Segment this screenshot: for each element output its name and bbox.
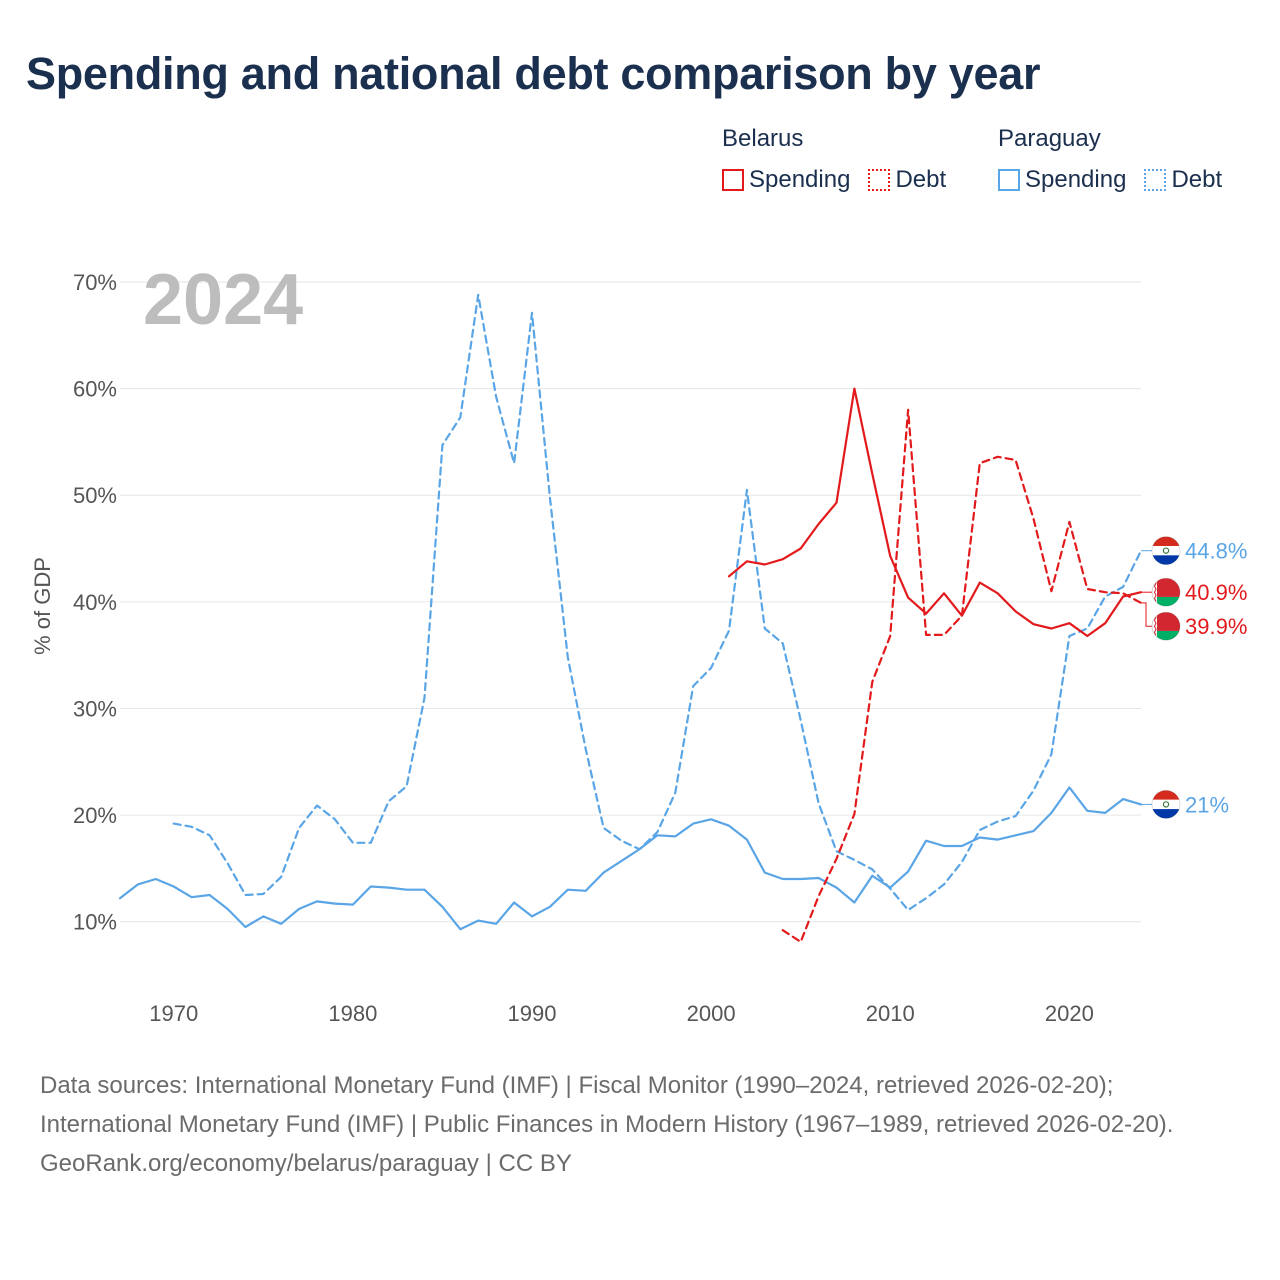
end-label-connector <box>1141 602 1152 627</box>
x-tick-label: 1990 <box>508 1001 557 1026</box>
data-sources: Data sources: International Monetary Fun… <box>40 1072 1174 1138</box>
end-label-paraguay-debt: 44.8% <box>1141 536 1247 566</box>
footer: Data sources: International Monetary Fun… <box>40 1066 1240 1183</box>
y-tick-label: 50% <box>73 483 117 508</box>
x-tick-label: 2020 <box>1045 1001 1094 1026</box>
series-lines <box>118 293 1143 944</box>
y-axis-ticks: 10% 20% 30% 40% 50% 60% 70% <box>73 270 117 935</box>
gridlines <box>120 281 1141 923</box>
x-tick-label: 1980 <box>328 1001 377 1026</box>
legend-belarus-debt[interactable]: Debt <box>868 166 946 194</box>
end-label-paraguay-spending: 21% <box>1141 789 1229 819</box>
y-tick-label: 70% <box>73 270 117 295</box>
series-paraguay-debt[interactable] <box>172 293 1143 912</box>
legend-label: Debt <box>1171 166 1223 193</box>
end-label-value: 44.8% <box>1185 539 1247 564</box>
x-tick-label: 2010 <box>866 1001 915 1026</box>
legend-group-belarus: Belarus Spending Debt <box>722 124 964 194</box>
y-axis-title: % of GDP <box>30 557 55 655</box>
y-tick-label: 60% <box>73 377 117 402</box>
paraguay-flag-icon <box>1151 536 1181 566</box>
end-label-belarus-debt: 39.9% <box>1141 602 1247 641</box>
series-belarus-spending[interactable] <box>727 387 1143 638</box>
series-belarus-debt[interactable] <box>781 408 1143 944</box>
legend-swatch-dotted-icon <box>1144 169 1167 191</box>
legend-group-paraguay: Paraguay Spending Debt <box>998 124 1240 194</box>
x-tick-label: 1970 <box>149 1001 198 1026</box>
legend-label: Spending <box>1025 166 1127 193</box>
x-tick-label: 2000 <box>687 1001 736 1026</box>
y-tick-label: 20% <box>73 803 117 828</box>
legend-country-paraguay: Paraguay <box>998 125 1101 152</box>
end-label-value: 21% <box>1185 792 1229 817</box>
end-labels: 44.8% 40.9% 39.9% 21% <box>1141 536 1247 819</box>
legend-label: Spending <box>749 166 851 193</box>
paraguay-flag-icon <box>1151 789 1181 819</box>
credit-link[interactable]: GeoRank.org/economy/belarus/paraguay | C… <box>40 1150 572 1177</box>
legend-swatch-solid-icon <box>722 169 744 191</box>
legend-belarus-spending[interactable]: Spending <box>722 166 850 194</box>
x-axis-ticks: 1970 1980 1990 2000 2010 2020 <box>149 1001 1094 1026</box>
legend-paraguay-spending[interactable]: Spending <box>998 166 1126 194</box>
belarus-flag-icon <box>1151 611 1181 641</box>
end-label-value: 40.9% <box>1185 580 1247 605</box>
end-label-value: 39.9% <box>1185 614 1247 639</box>
end-label-belarus-spending: 40.9% <box>1141 577 1247 607</box>
chart-title: Spending and national debt comparison by… <box>26 48 1041 99</box>
y-tick-label: 40% <box>73 590 117 615</box>
legend-label: Debt <box>895 166 947 193</box>
line-chart: 10% 20% 30% 40% 50% 60% 70% 1970 1980 1990 2000 20… <box>30 260 1247 1026</box>
legend-swatch-dotted-icon <box>868 169 891 191</box>
year-watermark: 2024 <box>143 260 303 340</box>
series-paraguay-spending[interactable] <box>118 786 1143 931</box>
legend-country-belarus: Belarus <box>722 125 804 152</box>
y-tick-label: 30% <box>73 696 117 721</box>
legend-swatch-solid-icon <box>998 169 1020 191</box>
legend-paraguay-debt[interactable]: Debt <box>1144 166 1222 194</box>
belarus-flag-icon <box>1151 577 1181 607</box>
y-tick-label: 10% <box>73 910 117 935</box>
